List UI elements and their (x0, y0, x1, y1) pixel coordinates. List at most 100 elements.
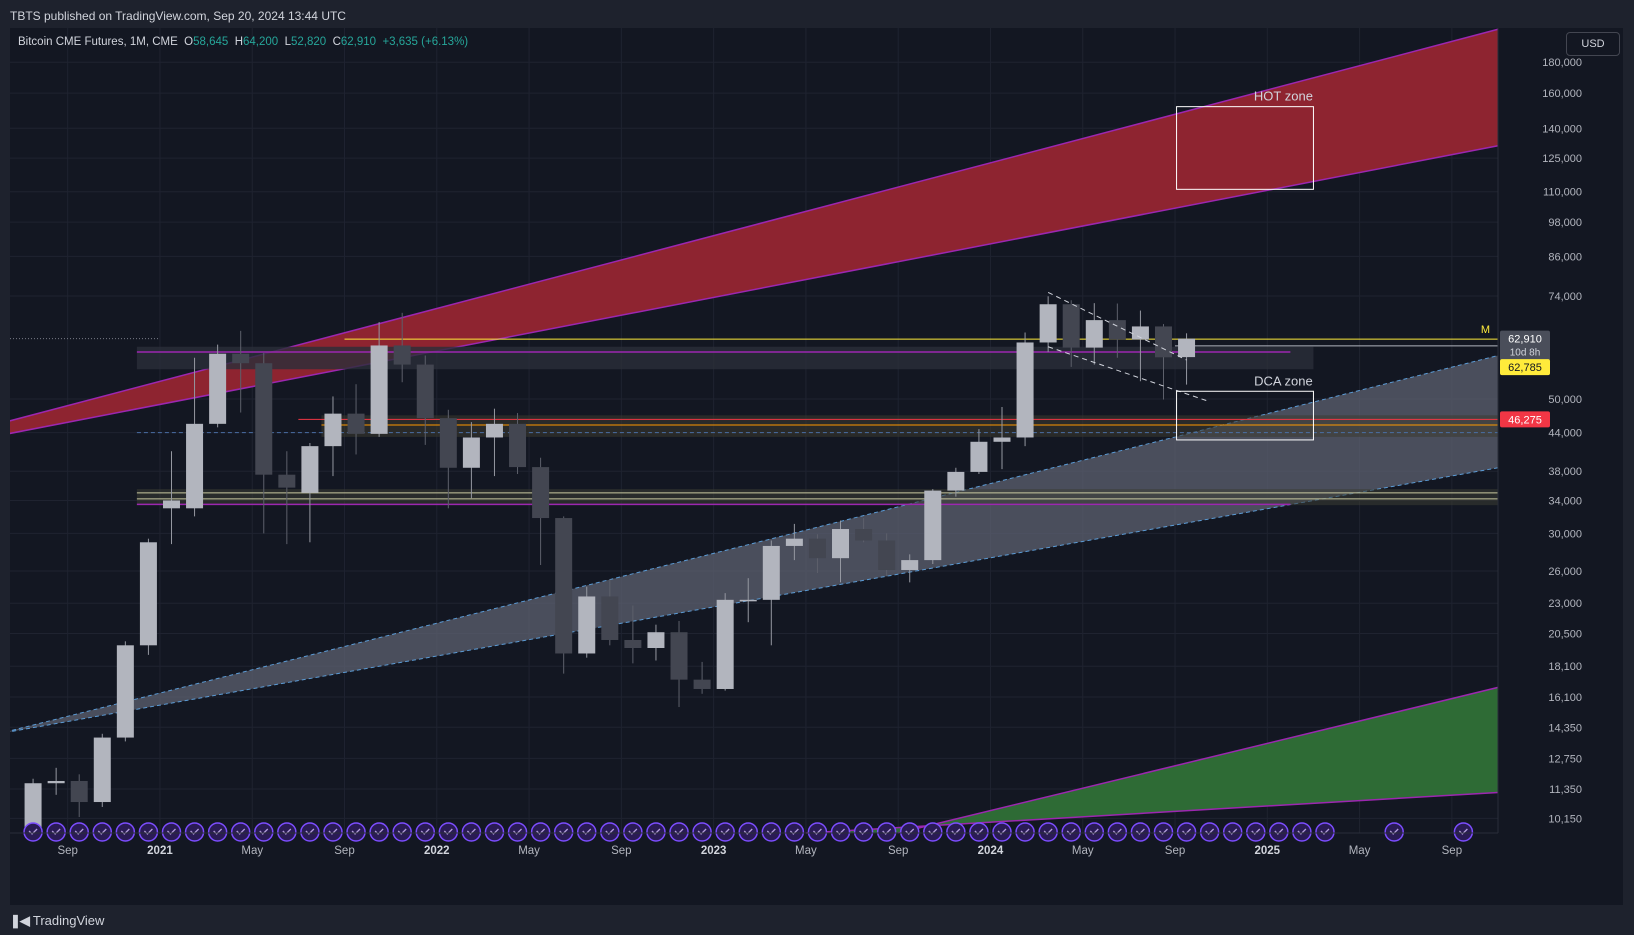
event-marker[interactable] (1107, 822, 1128, 842)
event-marker[interactable] (969, 822, 989, 842)
footer: ❚◀ TradingView (0, 905, 1634, 935)
event-marker[interactable] (530, 822, 551, 842)
event-marker[interactable] (576, 822, 597, 842)
candle-body (324, 413, 342, 447)
event-marker[interactable] (669, 822, 689, 842)
candle (716, 593, 734, 691)
candles[interactable] (24, 296, 1196, 838)
event-marker[interactable] (1384, 822, 1404, 842)
x-tick-label: May (1072, 845, 1094, 857)
event-marker[interactable] (1015, 822, 1035, 842)
event-marker[interactable] (346, 822, 366, 842)
event-marker-glyph (190, 828, 200, 835)
candle-body (209, 353, 227, 424)
event-marker[interactable] (1038, 822, 1058, 842)
event-marker[interactable] (623, 822, 643, 842)
brand-name: TradingView (32, 913, 105, 928)
event-marker-glyph (674, 828, 684, 835)
event-marker[interactable] (1130, 822, 1151, 842)
event-marker-glyph (167, 828, 176, 835)
event-marker[interactable] (992, 822, 1012, 842)
event-marker[interactable] (553, 822, 574, 842)
event-marker[interactable] (600, 822, 620, 842)
tradingview-logo[interactable]: ❚◀ TradingView (10, 913, 104, 929)
event-marker[interactable] (369, 822, 389, 842)
event-markers[interactable] (23, 822, 1474, 842)
candle (47, 767, 65, 795)
event-marker[interactable] (853, 822, 874, 842)
event-marker[interactable] (1315, 822, 1335, 842)
event-marker[interactable] (1246, 822, 1266, 842)
candle (901, 554, 919, 583)
event-marker[interactable] (1084, 822, 1105, 842)
event-marker[interactable] (830, 822, 851, 842)
event-marker[interactable] (899, 822, 920, 842)
event-marker[interactable] (1153, 822, 1174, 842)
event-marker[interactable] (761, 822, 782, 842)
event-marker[interactable] (1269, 822, 1289, 842)
event-marker[interactable] (392, 822, 412, 842)
event-marker-icon (1015, 822, 1035, 842)
published-text: TBTS published on TradingView.com, Sep 2… (10, 9, 346, 23)
event-marker[interactable] (923, 822, 943, 842)
candle (301, 443, 319, 543)
x-tick-label: May (518, 845, 540, 857)
event-marker[interactable] (254, 822, 274, 842)
event-marker[interactable] (646, 822, 666, 842)
x-tick-label: 2025 (1255, 845, 1281, 857)
event-marker[interactable] (46, 822, 66, 842)
event-marker[interactable] (184, 822, 205, 842)
event-marker[interactable] (692, 822, 712, 842)
event-marker[interactable] (946, 822, 966, 842)
event-marker[interactable] (69, 822, 89, 842)
candle (601, 579, 619, 646)
event-marker[interactable] (230, 822, 251, 842)
event-marker[interactable] (1176, 822, 1197, 842)
y-tick-label: 110,000 (1543, 187, 1582, 199)
event-marker[interactable] (161, 822, 182, 842)
candle-body (24, 783, 42, 833)
event-marker-glyph (513, 828, 522, 835)
event-marker[interactable] (784, 822, 805, 842)
event-marker-icon (600, 822, 620, 842)
event-marker[interactable] (1222, 822, 1243, 842)
event-marker[interactable] (277, 822, 297, 842)
event-marker-icon (623, 822, 643, 842)
event-marker[interactable] (415, 822, 436, 842)
event-marker-glyph (282, 828, 292, 835)
x-tick-label: Sep (1165, 845, 1185, 857)
event-marker[interactable] (715, 822, 735, 842)
event-marker[interactable] (23, 822, 43, 842)
event-marker[interactable] (1292, 822, 1312, 842)
event-marker[interactable] (1453, 822, 1474, 842)
event-marker[interactable] (507, 822, 528, 842)
event-marker[interactable] (207, 822, 228, 842)
chart-pane[interactable]: HOT zone DCA zone M 180,000 160,000 140,000 1… (10, 28, 1623, 905)
event-marker[interactable] (92, 822, 113, 842)
event-marker[interactable] (323, 822, 343, 842)
currency-button[interactable]: USD (1566, 32, 1620, 56)
event-marker[interactable] (1061, 822, 1081, 842)
event-marker[interactable] (438, 822, 459, 842)
candle-body (139, 542, 157, 646)
symbol-legend: Bitcoin CME Futures, 1M, CME O58,645 H64… (18, 36, 468, 48)
x-tick-label: Sep (611, 845, 631, 857)
event-marker[interactable] (461, 822, 482, 842)
event-marker[interactable] (300, 822, 320, 842)
event-marker[interactable] (876, 822, 897, 842)
event-marker[interactable] (807, 822, 828, 842)
high-label: H (234, 36, 243, 48)
event-marker-glyph (859, 828, 869, 835)
event-marker[interactable] (1199, 822, 1220, 842)
candle (324, 396, 342, 477)
close-value: 62,910 (340, 36, 377, 48)
event-marker[interactable] (138, 822, 159, 842)
event-marker-icon (1315, 822, 1335, 842)
event-marker[interactable] (115, 822, 136, 842)
event-marker[interactable] (738, 822, 758, 842)
candle-body (1085, 320, 1103, 348)
hot-zone-box (1176, 106, 1314, 190)
change-value: +3,635 (+6.13%) (382, 36, 469, 48)
event-marker[interactable] (484, 822, 505, 842)
